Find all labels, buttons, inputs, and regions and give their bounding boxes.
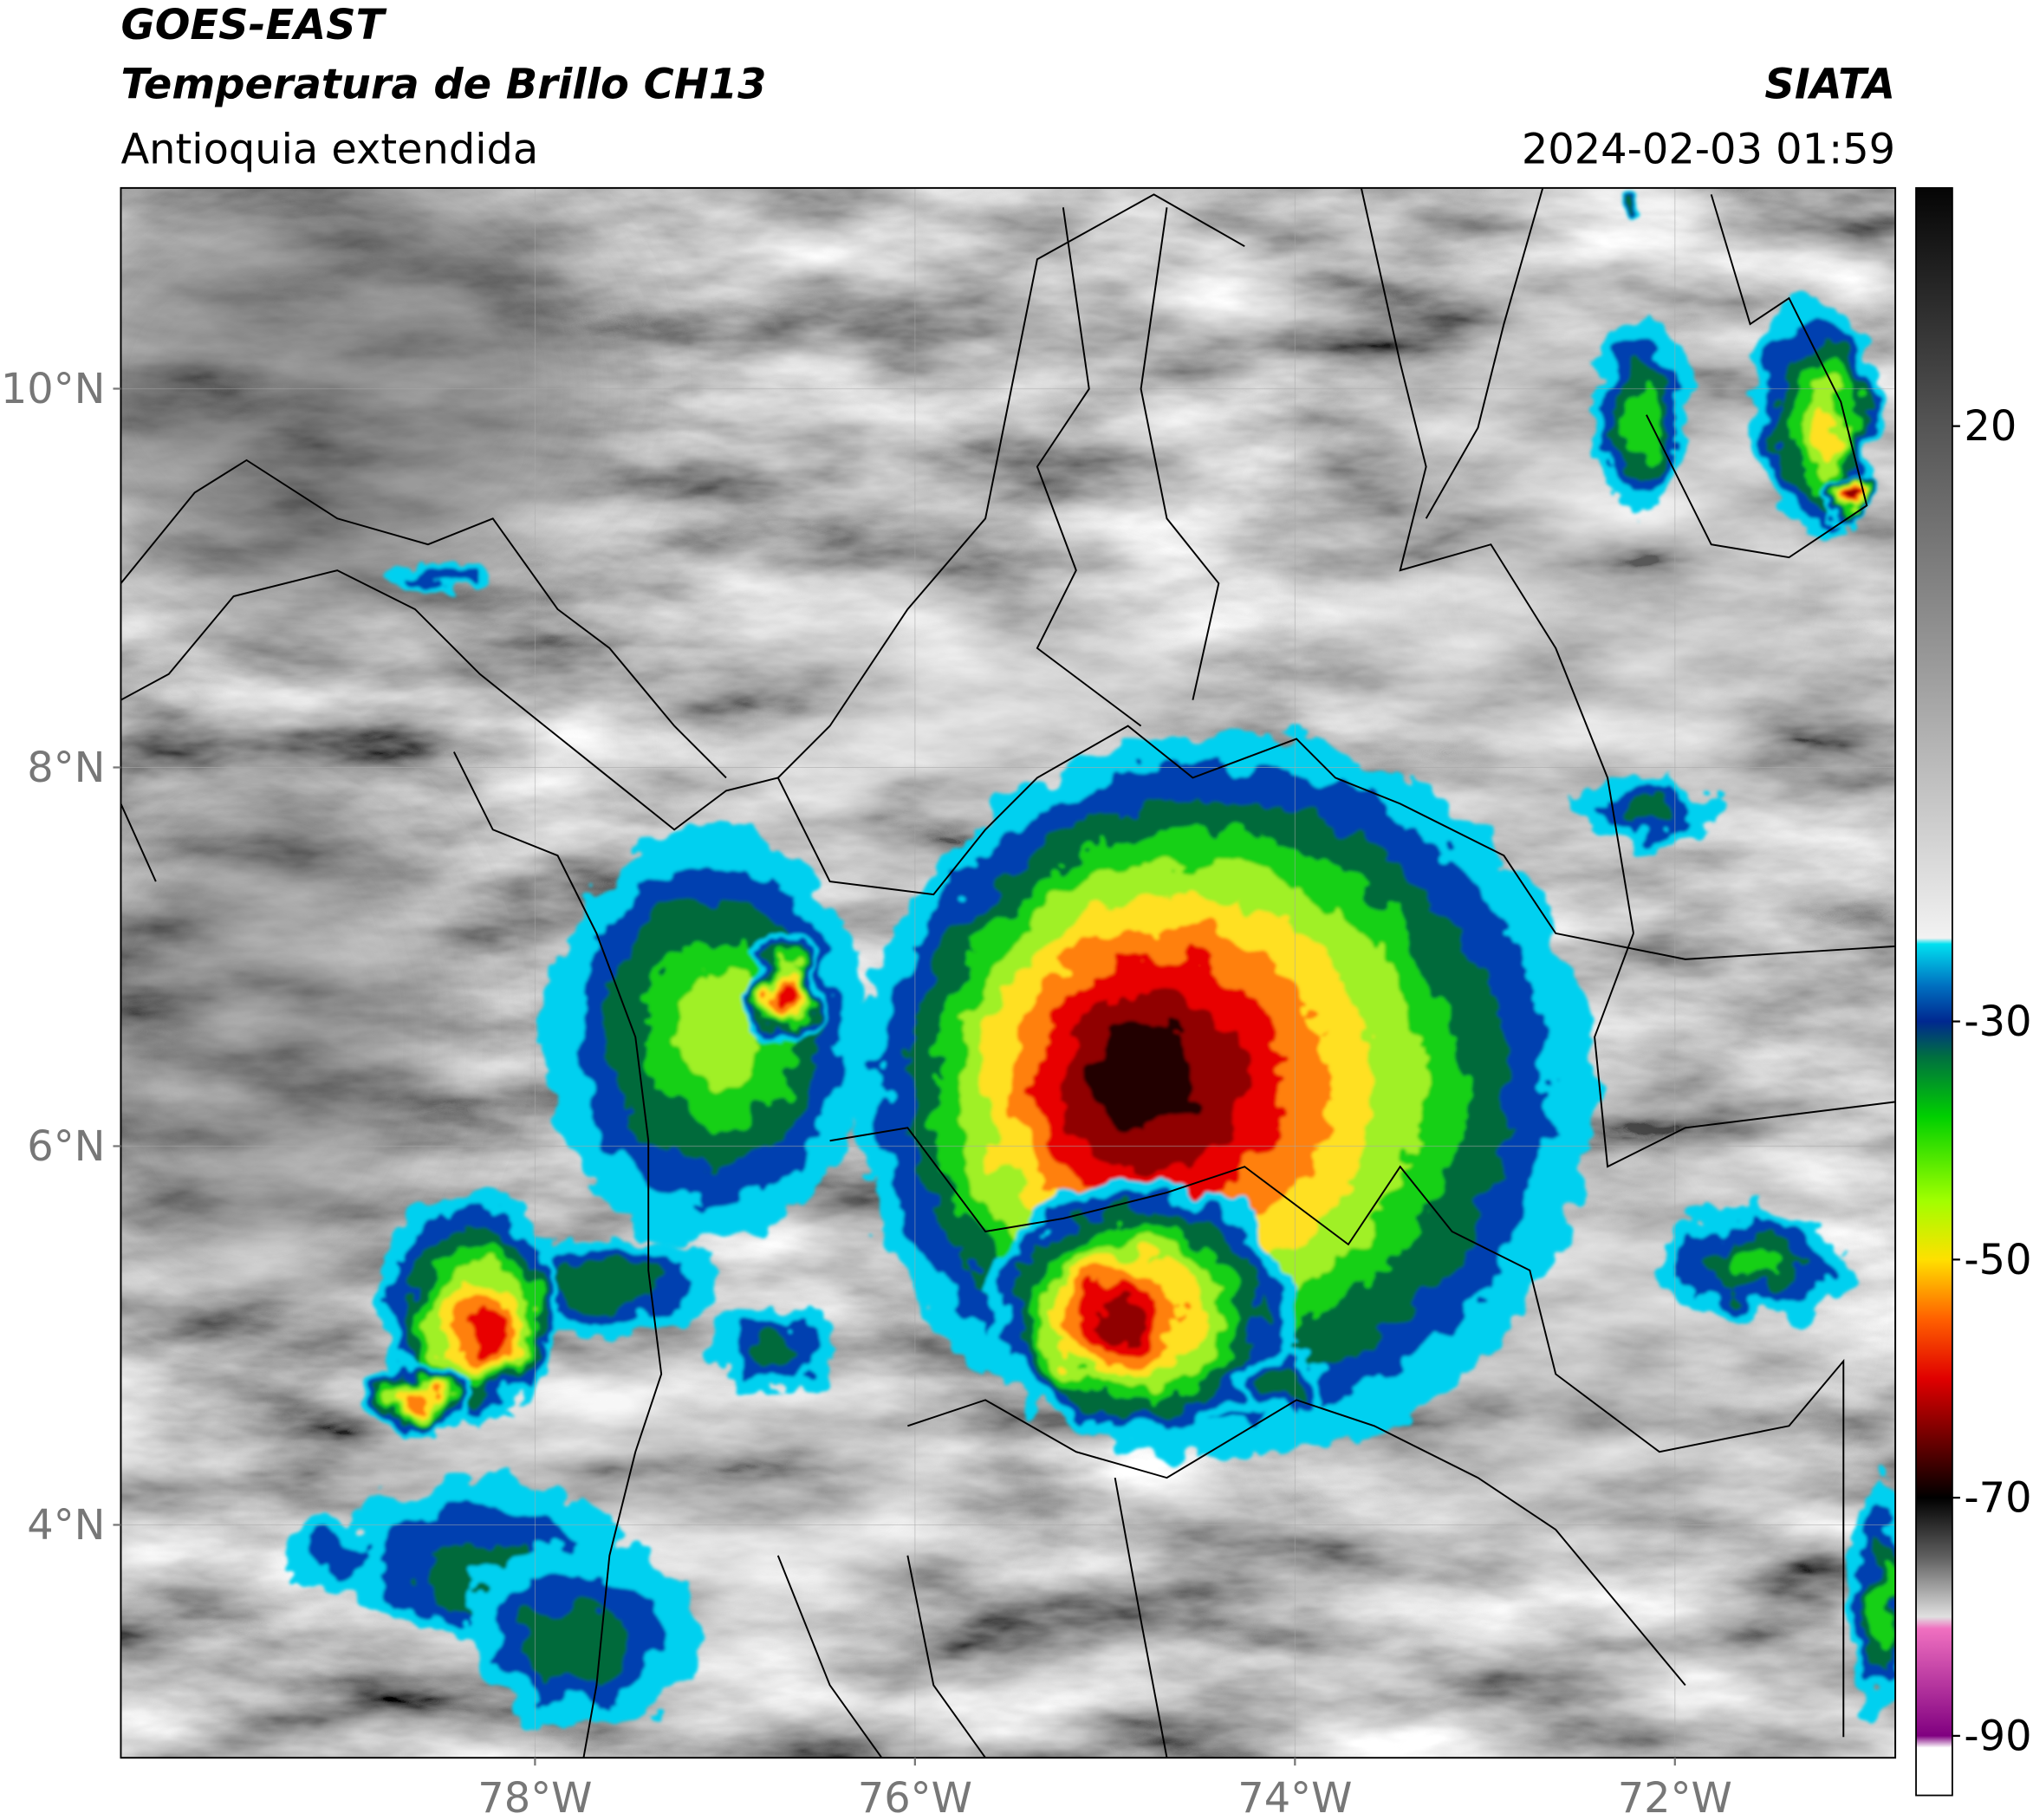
colorbar-ramp [1915,186,1953,1797]
x-tick-label: 72°W [1618,1775,1732,1820]
colorbar: 20 -30 -50 -70 -90 [1915,186,2032,1797]
x-tick-label: 76°W [858,1775,972,1820]
colorbar-tick-label: -50 [1964,1237,2031,1284]
colorbar-tick-label: -70 [1964,1475,2031,1523]
colorbar-tick-label: -90 [1964,1713,2031,1760]
region: Antioquia extendida [120,126,538,173]
y-tick-label: 6°N [27,1123,105,1171]
borders [120,187,1896,1758]
source: SIATA [1764,62,1895,109]
graticule [120,187,1896,1758]
colorbar-tick-label: 20 [1964,403,2017,451]
y-tick-label: 4°N [27,1502,105,1550]
map-area [120,187,1896,1758]
title: GOES-EAST [120,2,386,49]
subtitle: Temperatura de Brillo CH13 [120,62,766,109]
timestamp: 2024-02-03 01:59 [1522,126,1895,173]
y-tick-label: 10°N [1,366,106,413]
y-tick-label: 8°N [27,744,105,792]
x-tick-label: 78°W [477,1775,592,1820]
x-tick-label: 74°W [1237,1775,1352,1820]
map-frame [120,186,1897,1759]
colorbar-tick-label: -30 [1964,998,2031,1046]
convective-cells [285,190,1896,1725]
